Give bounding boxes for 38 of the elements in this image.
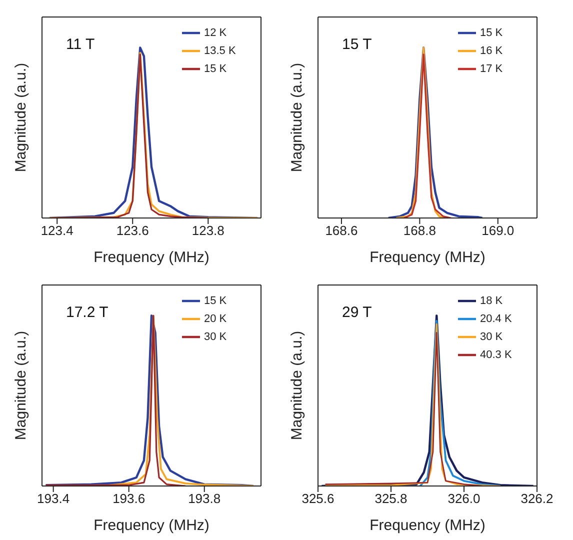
legend-label: 17 K: [480, 62, 503, 75]
annotation: 11 T: [66, 36, 95, 53]
x-tick-label: 168.6: [325, 223, 358, 238]
x-tick-label: 325.8: [374, 491, 408, 506]
x-tick-label: 326.2: [520, 491, 554, 506]
y-axis-title: Magnitude (a.u.): [12, 62, 30, 172]
x-tick-label: 123.6: [116, 223, 149, 238]
annotation: 15 T: [342, 36, 372, 53]
legend-label: 40.3 K: [480, 348, 512, 361]
x-axis-title: Frequency (MHz): [94, 517, 210, 534]
legend-label: 20.4 K: [480, 312, 512, 325]
x-tick-label: 123.8: [192, 223, 224, 238]
x-axis-title: Frequency (MHz): [370, 249, 486, 266]
x-axis-title: Frequency (MHz): [94, 249, 210, 266]
x-tick-label: 169.0: [482, 223, 514, 238]
y-axis-title: Magnitude (a.u.): [12, 330, 30, 440]
x-tick-label: 193.6: [112, 491, 146, 506]
legend-label: 15 K: [204, 62, 227, 75]
x-axis-title: Frequency (MHz): [370, 517, 486, 534]
legend-label: 15 K: [480, 26, 503, 39]
legend-label: 15 K: [204, 294, 227, 307]
legend-label: 18 K: [480, 294, 503, 307]
y-axis-title: Magnitude (a.u.): [288, 62, 306, 172]
legend-label: 13.5 K: [204, 44, 236, 57]
annotation: 17.2 T: [66, 304, 108, 321]
x-tick-label: 123.4: [40, 223, 74, 238]
x-tick-label: 193.8: [188, 491, 221, 506]
x-tick-label: 168.8: [403, 223, 436, 238]
x-tick-label: 325.6: [302, 491, 334, 506]
legend-label: 20 K: [204, 312, 227, 325]
legend-label: 30 K: [480, 330, 503, 343]
legend-label: 16 K: [480, 44, 503, 57]
y-axis-title: Magnitude (a.u.): [288, 330, 306, 440]
legend-label: 30 K: [204, 330, 227, 343]
annotation: 29 T: [342, 304, 372, 321]
legend-label: 12 K: [204, 26, 227, 39]
x-tick-label: 326.0: [448, 491, 480, 506]
x-tick-label: 193.4: [37, 491, 70, 506]
